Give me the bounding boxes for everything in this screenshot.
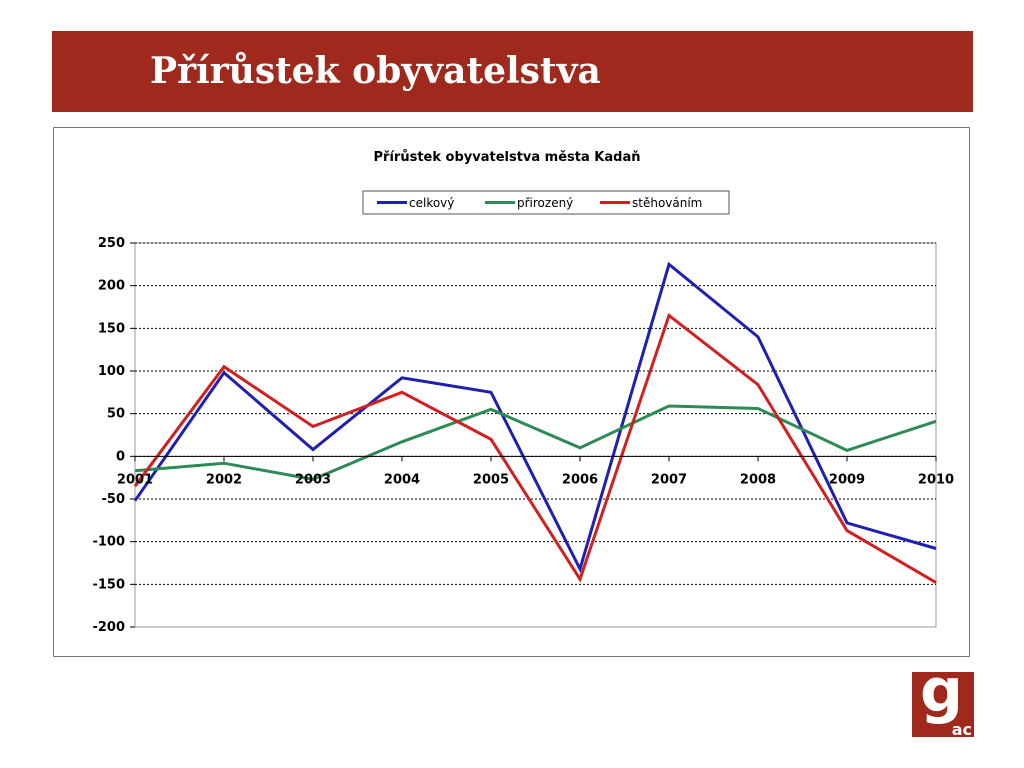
legend-label: stěhováním xyxy=(632,196,702,210)
series-lines xyxy=(133,261,937,584)
x-tick-label: 2005 xyxy=(473,472,509,487)
series-line-3 xyxy=(133,313,937,584)
y-tick-label: -50 xyxy=(102,492,126,507)
x-tick-label: 2001 xyxy=(117,472,153,487)
y-tick-label: -150 xyxy=(92,577,125,592)
y-tick-label: -100 xyxy=(92,535,125,550)
logo-suffix: ac xyxy=(951,720,972,737)
y-tick-label: 150 xyxy=(98,321,125,336)
line-chart: Přírůstek obyvatelstva města Kadaň celko… xyxy=(92,150,954,635)
y-tick-label: 0 xyxy=(116,449,125,464)
chart-frame: Přírůstek obyvatelstva města Kadaň celko… xyxy=(53,127,970,657)
y-tick-label: 200 xyxy=(98,279,125,294)
x-tick-label: 2008 xyxy=(740,472,776,487)
x-tick-label: 2007 xyxy=(651,472,687,487)
legend: celkový přirozený stěhováním xyxy=(362,190,730,215)
legend-label: přirozený xyxy=(517,196,573,210)
y-axis: 250 200 150 100 50 0 -50 -100 -150 -200 xyxy=(92,236,135,635)
x-tick-label: 2003 xyxy=(295,472,331,487)
title-banner: Přírůstek obyvatelstva xyxy=(52,31,973,112)
x-tick-label: 2009 xyxy=(829,472,865,487)
x-tick-label: 2004 xyxy=(384,472,420,487)
logo-letter: g xyxy=(920,672,963,726)
gac-logo: g ac xyxy=(912,672,974,737)
y-tick-label: 50 xyxy=(107,407,125,422)
legend-label: celkový xyxy=(409,196,454,210)
plot-area xyxy=(134,242,937,628)
chart-title: Přírůstek obyvatelstva města Kadaň xyxy=(374,150,641,165)
x-tick-label: 2010 xyxy=(918,472,954,487)
y-tick-label: 250 xyxy=(98,236,125,251)
legend-box xyxy=(362,190,730,215)
slide-title: Přírůstek obyvatelstva xyxy=(150,50,601,92)
x-tick-label: 2002 xyxy=(206,472,242,487)
y-tick-label: -200 xyxy=(92,620,125,635)
x-tick-label: 2006 xyxy=(562,472,598,487)
series-line-2 xyxy=(134,404,937,481)
y-tick-label: 100 xyxy=(98,364,125,379)
x-axis: 2001 2002 2003 2004 2005 2006 2007 2008 2009 2010 xyxy=(117,455,954,487)
